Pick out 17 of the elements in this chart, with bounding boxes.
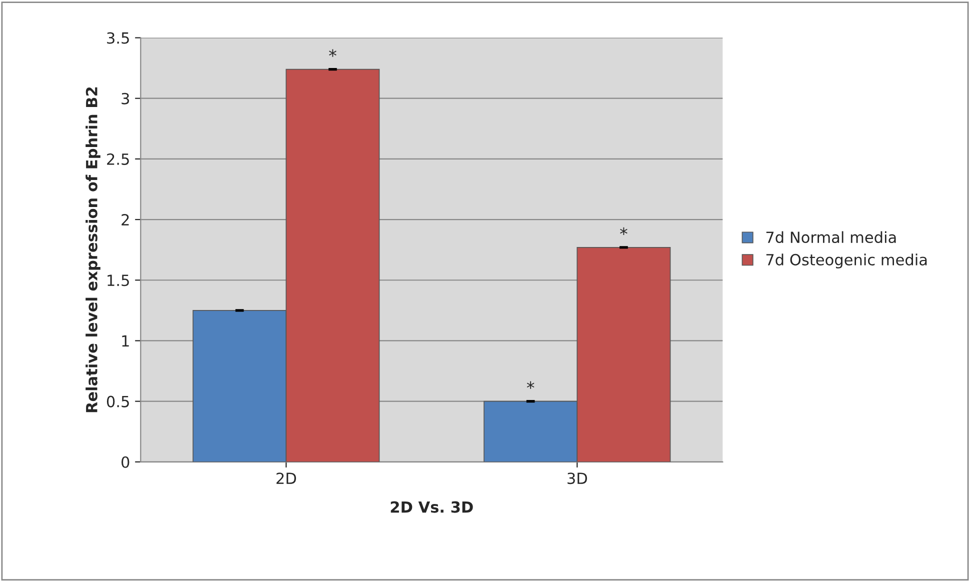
y-axis-title: Relative level expression of Ephrin B2 bbox=[86, 87, 100, 412]
y-tick-label: 1.5 bbox=[108, 274, 129, 286]
legend-label: 7d Normal media bbox=[766, 231, 896, 244]
y-tick-label: 2.5 bbox=[107, 153, 129, 165]
annotation: * bbox=[526, 381, 534, 389]
annotation: * bbox=[329, 49, 336, 57]
x-tick-label: 3D bbox=[568, 472, 587, 484]
legend-label: 7d Osteogenic media bbox=[766, 254, 927, 268]
annotation: * bbox=[620, 227, 628, 236]
y-tick-label: 2 bbox=[122, 214, 129, 226]
x-tick-label: 2D bbox=[276, 472, 296, 484]
y-tick-label: 0.5 bbox=[106, 396, 129, 408]
y-tick-label: 3 bbox=[122, 92, 130, 104]
y-tick-label: 3.5 bbox=[107, 32, 129, 44]
y-tick-label: 0 bbox=[122, 456, 130, 468]
x-axis-title: 2D Vs. 3D bbox=[390, 501, 473, 513]
y-tick-label: 1 bbox=[122, 335, 129, 347]
